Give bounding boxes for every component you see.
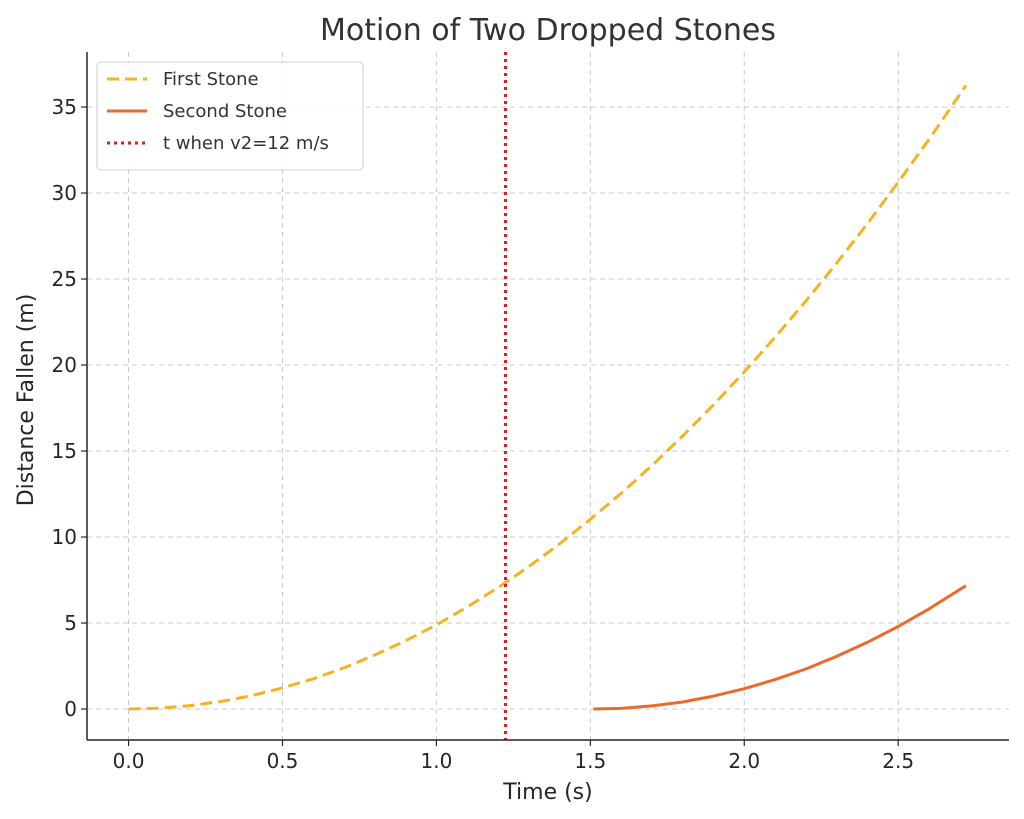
y-axis-label: Distance Fallen (m) (14, 294, 39, 507)
series-line-1 (128, 84, 968, 711)
y-tick-label: 20 (52, 353, 77, 377)
y-tick-label: 15 (52, 439, 77, 463)
x-tick-label: 1.0 (420, 749, 452, 773)
y-tick-label: 0 (64, 697, 77, 721)
legend-label: Second Stone (163, 101, 287, 122)
legend-label: First Stone (163, 69, 259, 90)
y-tick-label: 10 (52, 525, 77, 549)
x-tick-label: 2.0 (728, 749, 760, 773)
axes (86, 52, 1009, 741)
x-tick-label: 0.0 (113, 749, 145, 773)
y-tick-label: 35 (52, 95, 77, 119)
series-line-2 (593, 584, 967, 711)
y-tick-label: 5 (64, 611, 77, 635)
y-ticks: 0 5 10 15 20 25 30 35 (52, 95, 87, 721)
legend-box (96, 61, 364, 171)
legend: First Stone Second Stone t when v2=12 m/s (96, 61, 364, 171)
y-tick-label: 25 (52, 267, 77, 291)
series-layer (128, 52, 968, 740)
x-tick-label: 1.5 (574, 749, 606, 773)
x-axis-label: Time (s) (502, 780, 592, 805)
x-ticks: 0.0 0.5 1.0 1.5 2.0 2.5 (113, 740, 914, 773)
grid (87, 52, 1009, 740)
legend-label: t when v2=12 m/s (163, 133, 329, 154)
y-tick-label: 30 (52, 181, 77, 205)
chart-title: Motion of Two Dropped Stones (320, 13, 776, 48)
x-tick-label: 2.5 (882, 749, 914, 773)
x-tick-label: 0.5 (267, 749, 299, 773)
